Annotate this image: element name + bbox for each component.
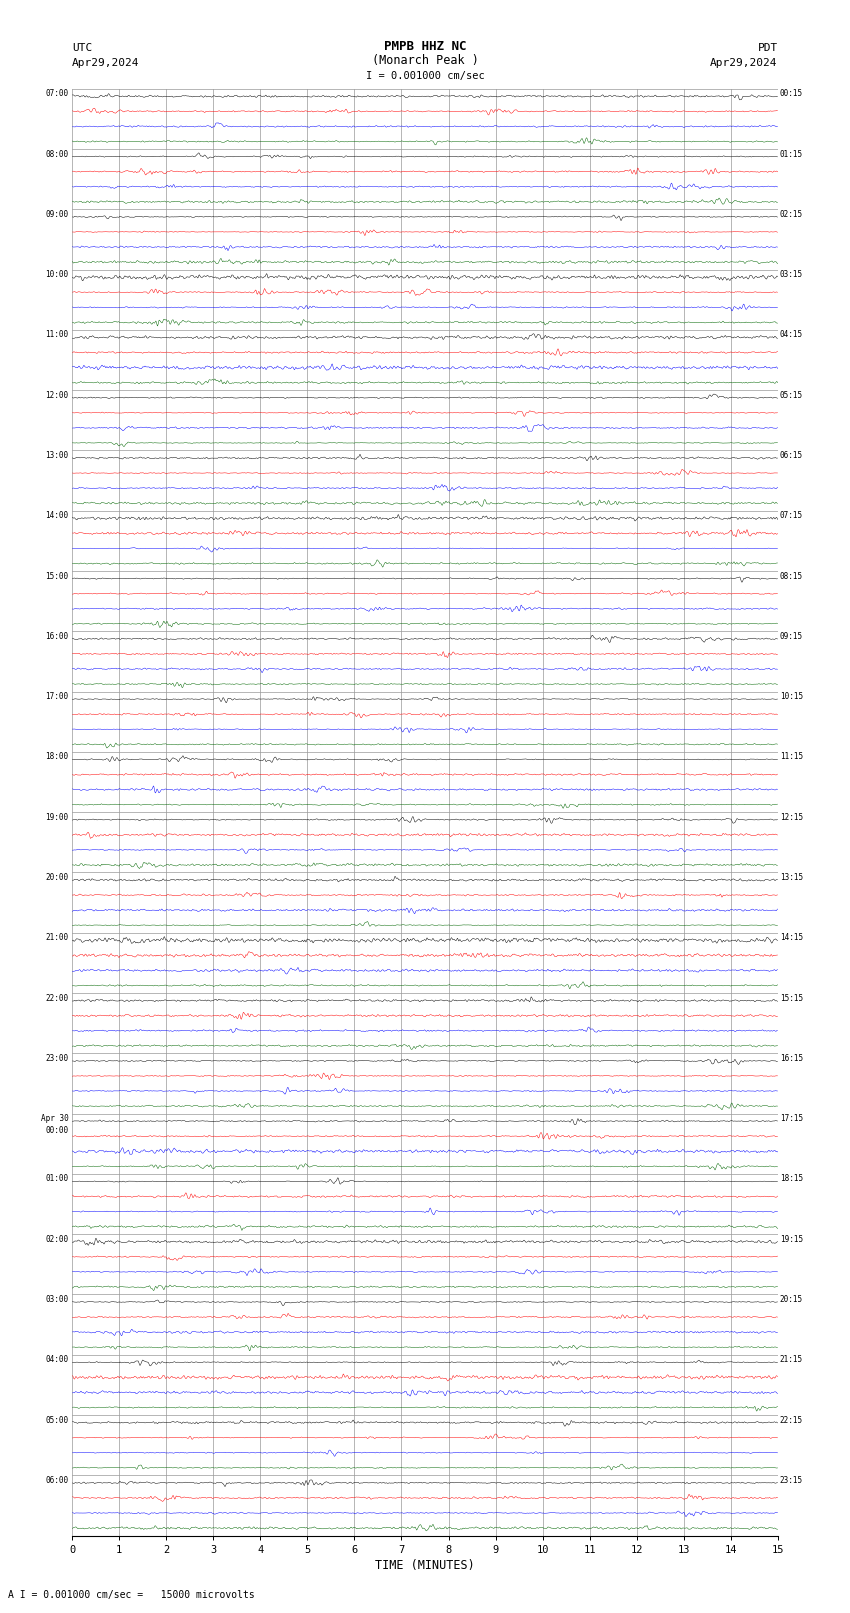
Text: 06:00: 06:00 — [46, 1476, 69, 1486]
Text: 10:00: 10:00 — [46, 269, 69, 279]
Text: 09:15: 09:15 — [779, 632, 803, 640]
Text: 03:00: 03:00 — [46, 1295, 69, 1303]
Text: 02:15: 02:15 — [779, 210, 803, 219]
Text: 20:00: 20:00 — [46, 873, 69, 882]
Text: 08:15: 08:15 — [779, 571, 803, 581]
Text: Apr29,2024: Apr29,2024 — [711, 58, 778, 68]
Text: 19:15: 19:15 — [779, 1234, 803, 1244]
Text: A I = 0.001000 cm/sec =   15000 microvolts: A I = 0.001000 cm/sec = 15000 microvolts — [8, 1590, 255, 1600]
Text: 05:15: 05:15 — [779, 390, 803, 400]
Text: 15:15: 15:15 — [779, 994, 803, 1003]
Text: 16:15: 16:15 — [779, 1053, 803, 1063]
Text: UTC: UTC — [72, 42, 93, 53]
Text: Apr29,2024: Apr29,2024 — [72, 58, 139, 68]
Text: 14:15: 14:15 — [779, 934, 803, 942]
Text: 05:00: 05:00 — [46, 1416, 69, 1424]
Text: 07:15: 07:15 — [779, 511, 803, 521]
Text: (Monarch Peak ): (Monarch Peak ) — [371, 53, 479, 68]
Text: 13:15: 13:15 — [779, 873, 803, 882]
Text: 22:00: 22:00 — [46, 994, 69, 1003]
Text: 02:00: 02:00 — [46, 1234, 69, 1244]
Text: 16:00: 16:00 — [46, 632, 69, 640]
Text: 09:00: 09:00 — [46, 210, 69, 219]
Text: 21:00: 21:00 — [46, 934, 69, 942]
Text: 04:15: 04:15 — [779, 331, 803, 339]
Text: 11:00: 11:00 — [46, 331, 69, 339]
Text: 21:15: 21:15 — [779, 1355, 803, 1365]
Text: 18:00: 18:00 — [46, 752, 69, 761]
Text: 23:00: 23:00 — [46, 1053, 69, 1063]
Text: 22:15: 22:15 — [779, 1416, 803, 1424]
Text: 14:00: 14:00 — [46, 511, 69, 521]
Text: 08:00: 08:00 — [46, 150, 69, 158]
Text: 06:15: 06:15 — [779, 452, 803, 460]
Text: 10:15: 10:15 — [779, 692, 803, 702]
Text: 12:00: 12:00 — [46, 390, 69, 400]
Text: 03:15: 03:15 — [779, 269, 803, 279]
Text: 01:15: 01:15 — [779, 150, 803, 158]
Text: 00:00: 00:00 — [46, 1126, 69, 1134]
Text: 04:00: 04:00 — [46, 1355, 69, 1365]
Text: 18:15: 18:15 — [779, 1174, 803, 1184]
Text: 01:00: 01:00 — [46, 1174, 69, 1184]
Text: I = 0.001000 cm/sec: I = 0.001000 cm/sec — [366, 71, 484, 82]
X-axis label: TIME (MINUTES): TIME (MINUTES) — [375, 1558, 475, 1571]
Text: 07:00: 07:00 — [46, 89, 69, 98]
Text: 13:00: 13:00 — [46, 452, 69, 460]
Text: 17:00: 17:00 — [46, 692, 69, 702]
Text: 20:15: 20:15 — [779, 1295, 803, 1303]
Text: 15:00: 15:00 — [46, 571, 69, 581]
Text: 00:15: 00:15 — [779, 89, 803, 98]
Text: 11:15: 11:15 — [779, 752, 803, 761]
Text: 17:15: 17:15 — [779, 1115, 803, 1123]
Text: 23:15: 23:15 — [779, 1476, 803, 1486]
Text: Apr 30: Apr 30 — [41, 1115, 69, 1123]
Text: PMPB HHZ NC: PMPB HHZ NC — [383, 40, 467, 53]
Text: 12:15: 12:15 — [779, 813, 803, 821]
Text: 19:00: 19:00 — [46, 813, 69, 821]
Text: PDT: PDT — [757, 42, 778, 53]
